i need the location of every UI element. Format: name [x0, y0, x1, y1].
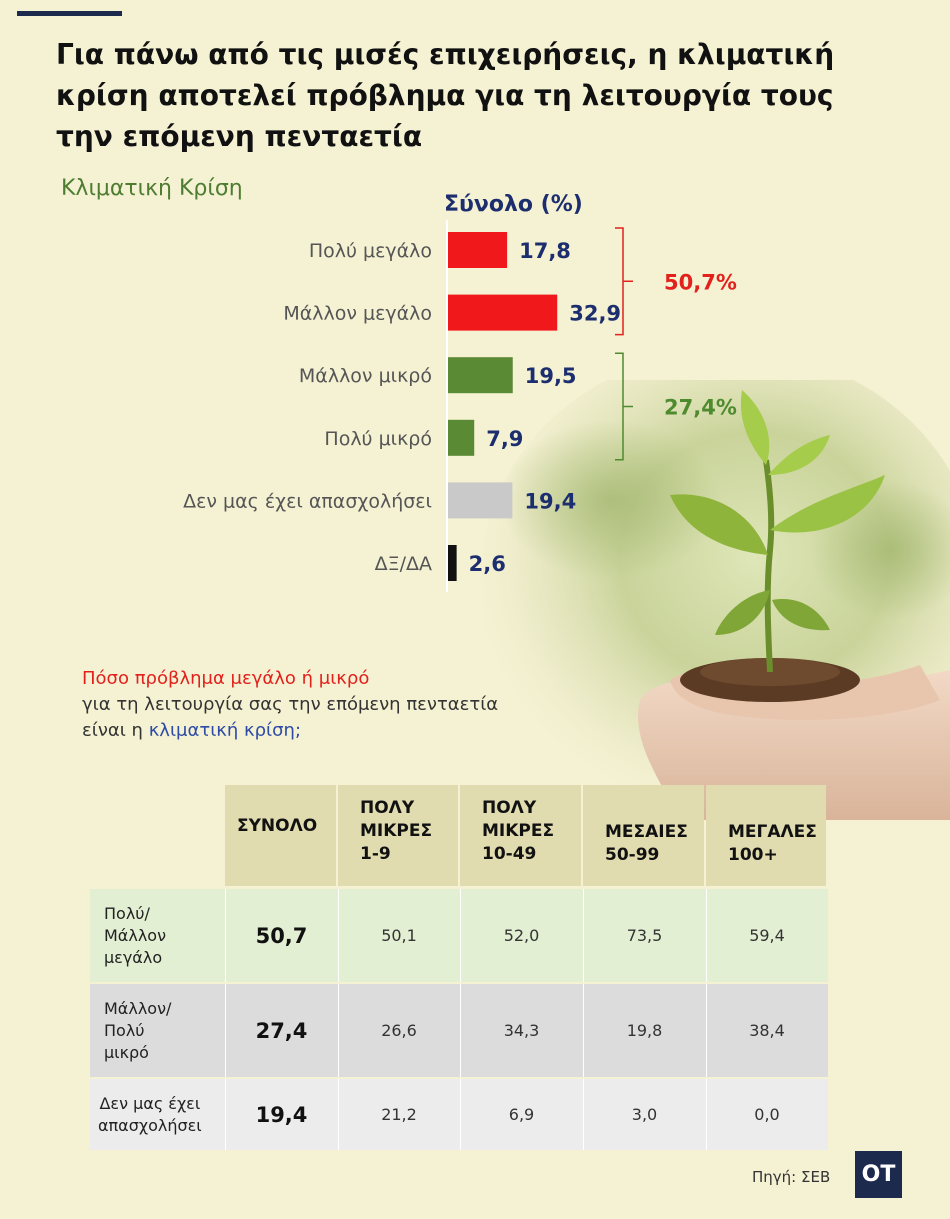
group-bracket-1	[615, 352, 633, 461]
row-label-line: Μάλλον/	[104, 998, 172, 1018]
table-header-line: 100+	[728, 845, 778, 865]
table-header-line: 50-99	[605, 845, 660, 865]
table-header-0: ΣΥΝΟΛΟ	[225, 785, 336, 886]
column-divider	[706, 889, 707, 982]
table-header-line: 1-9	[360, 844, 391, 864]
table-cell: 34,3	[503, 1021, 540, 1040]
question-line-3-prefix: είναι η	[82, 720, 149, 741]
column-divider	[706, 1079, 707, 1150]
question-line-3-highlight: κλιματική κρίση;	[148, 720, 302, 741]
question-line-3: είναι η κλιματική κρίση;	[82, 718, 498, 744]
column-divider	[225, 1079, 226, 1150]
value-label-1: 32,9	[569, 302, 621, 326]
row-label-line: απασχολήσει	[98, 1115, 202, 1135]
top-rule	[17, 11, 122, 16]
row-label: Δεν μας έχει απασχολήσει	[98, 1079, 228, 1150]
table-header-line: ΜΙΚΡΕΣ	[360, 821, 433, 841]
group-total-0: 50,7%	[664, 270, 737, 294]
bar-0	[448, 232, 508, 268]
column-divider	[338, 1079, 339, 1150]
category-label-5: ΔΞ/ΔΑ	[375, 553, 432, 575]
table-row: Δεν μας έχει απασχολήσει 19,4 21,2 6,9 3,0 0,0	[90, 1079, 828, 1150]
value-label-2: 19,5	[525, 364, 577, 388]
table-header-line: ΣΥΝΟΛΟ	[237, 816, 318, 836]
table-cell: 0,0	[754, 1105, 780, 1124]
table-cell: 26,6	[381, 1021, 417, 1040]
table-header-3: ΜΕΣΑΙΕΣ 50-99	[583, 785, 704, 886]
category-label-1: Μάλλον μεγάλο	[283, 303, 432, 325]
category-label-3: Πολύ μικρό	[324, 428, 432, 450]
source-note: Πηγή: ΣΕΒ	[752, 1168, 831, 1186]
question-text: Πόσο πρόβλημα μεγάλο ή μικρό για τη λειτ…	[82, 666, 498, 744]
table-header-4: ΜΕΓΑΛΕΣ 100+	[706, 785, 826, 886]
section-title: Κλιματική Κρίση	[61, 176, 243, 201]
bar-4	[448, 482, 513, 519]
row-total: 19,4	[255, 1102, 308, 1127]
row-label-line: Μάλλον	[104, 925, 167, 945]
bar-3	[448, 419, 475, 456]
question-line-1: Πόσο πρόβλημα μεγάλο ή μικρό	[82, 668, 370, 689]
row-label-line: μικρό	[104, 1042, 149, 1062]
column-divider	[706, 984, 707, 1077]
column-divider	[460, 889, 461, 982]
row-label: Μάλλον/Πολύ μικρό	[104, 984, 234, 1077]
column-divider	[338, 889, 339, 982]
table-cell: 6,9	[508, 1105, 535, 1124]
table-header-line: ΜΕΓΑΛΕΣ	[728, 822, 817, 842]
table-cell: 52,0	[503, 926, 540, 945]
row-label-line: Πολύ	[104, 1020, 145, 1040]
column-divider	[460, 984, 461, 1077]
table-header-2: ΠΟΛΥ ΜΙΚΡΕΣ 10-49	[460, 785, 581, 886]
table-header-1: ΠΟΛΥ ΜΙΚΡΕΣ 1-9	[338, 785, 458, 886]
table-cell: 73,5	[626, 926, 663, 945]
publisher-logo: OT	[855, 1151, 902, 1198]
table-cell: 38,4	[749, 1021, 785, 1040]
table-cell: 59,4	[749, 926, 785, 945]
table-header-line: ΠΟΛΥ	[482, 798, 537, 818]
row-label: Πολύ/Μάλλον μεγάλο	[104, 889, 234, 982]
bar-1	[448, 294, 558, 331]
table-row: Πολύ/Μάλλον μεγάλο 50,7 50,1 52,0 73,5 59,4	[90, 889, 828, 982]
column-divider	[583, 984, 584, 1077]
question-line-2: για τη λειτουργία σας την επόμενη πενταε…	[82, 694, 499, 715]
bar-chart: Πολύ μεγάλο 17,8 Μάλλον μεγάλο 32,9 Μάλλον μ…	[183, 220, 737, 592]
category-label-2: Μάλλον μικρό	[299, 365, 432, 387]
column-divider	[338, 984, 339, 1077]
bar-5	[448, 545, 457, 581]
value-label-4: 19,4	[524, 489, 576, 513]
category-label-0: Πολύ μεγάλο	[309, 240, 432, 262]
category-label-4: Δεν μας έχει απασχολήσει	[183, 490, 432, 512]
group-total-1: 27,4%	[664, 396, 737, 420]
value-label-0: 17,8	[519, 239, 571, 263]
column-divider	[225, 984, 226, 1077]
headline: Για πάνω από τις μισές επιχειρήσεις, η κ…	[56, 38, 835, 153]
chart-title: Σύνολο (%)	[444, 192, 583, 217]
value-label-5: 2,6	[469, 552, 506, 576]
row-label-line: Πολύ/	[104, 903, 150, 923]
plant-seedling-icon	[480, 380, 950, 820]
row-label-line: Δεν μας έχει	[99, 1093, 201, 1113]
row-label-line: μεγάλο	[104, 947, 163, 967]
column-divider	[583, 1079, 584, 1150]
table-header-line: ΜΕΣΑΙΕΣ	[605, 822, 688, 842]
bar-2	[448, 357, 513, 394]
group-bracket-0	[615, 227, 633, 336]
table-header-line: ΜΙΚΡΕΣ	[482, 821, 555, 841]
table-header-line: 10-49	[482, 844, 537, 864]
row-total: 27,4	[255, 1018, 308, 1043]
row-total: 50,7	[255, 923, 308, 948]
table-cell: 3,0	[631, 1105, 658, 1124]
column-divider	[583, 889, 584, 982]
table-cell: 21,2	[381, 1105, 417, 1124]
table-cell: 50,1	[381, 926, 417, 945]
value-label-3: 7,9	[486, 427, 523, 451]
table-header-line: ΠΟΛΥ	[360, 798, 415, 818]
table-row: Μάλλον/Πολύ μικρό 27,4 26,6 34,3 19,8 38,4	[90, 984, 828, 1077]
column-divider	[460, 1079, 461, 1150]
column-divider	[225, 889, 226, 982]
table-cell: 19,8	[626, 1021, 663, 1040]
